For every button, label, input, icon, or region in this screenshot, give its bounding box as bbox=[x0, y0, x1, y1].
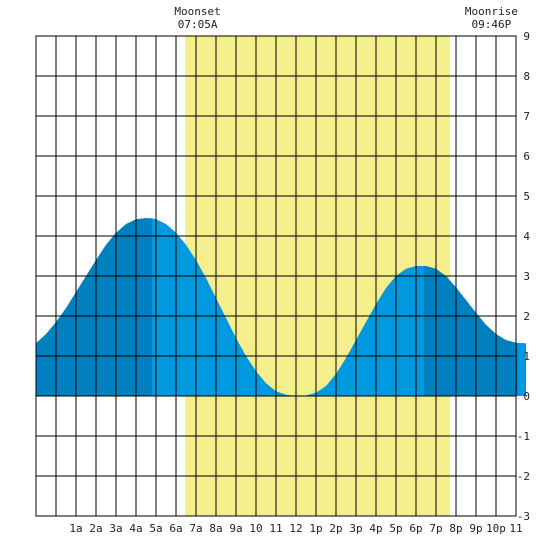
x-tick-label: 11 bbox=[269, 522, 282, 535]
x-tick-label: 3p bbox=[349, 522, 362, 535]
x-tick-label: 8p bbox=[449, 522, 462, 535]
moon-event-label: Moonrise bbox=[465, 5, 518, 18]
x-tick-label: 8a bbox=[209, 522, 222, 535]
x-tick-label: 3a bbox=[109, 522, 122, 535]
y-tick-label: -1 bbox=[517, 430, 530, 443]
x-tick-label: 1p bbox=[309, 522, 322, 535]
x-tick-label: 1a bbox=[69, 522, 82, 535]
x-tick-labels: 1a 2a 3a 4a 5a 6a 7a 8a 9a 10 11 12 1p 2p 3p 4p 5p 6p 7p 8p… bbox=[69, 522, 522, 535]
x-tick-label: 2a bbox=[89, 522, 102, 535]
x-tick-label: 5a bbox=[149, 522, 162, 535]
plot-frame bbox=[35, 35, 517, 517]
x-tick-label: 7p bbox=[429, 522, 442, 535]
y-tick-label: -2 bbox=[517, 470, 530, 483]
x-tick-label: 6p bbox=[409, 522, 422, 535]
y-tick-label: 2 bbox=[523, 310, 530, 323]
x-tick-label: 7a bbox=[189, 522, 202, 535]
y-tick-label: 5 bbox=[523, 190, 530, 203]
grid-layer bbox=[35, 35, 517, 517]
x-tick-label: 4p bbox=[369, 522, 382, 535]
y-tick-label: 6 bbox=[523, 150, 530, 163]
x-tick-label: 10p bbox=[486, 522, 506, 535]
x-tick-label: 10 bbox=[249, 522, 262, 535]
x-tick-label: 6a bbox=[169, 522, 182, 535]
moon-event-label: Moonset bbox=[174, 5, 220, 18]
x-tick-label: 11 bbox=[509, 522, 522, 535]
y-tick-label: 0 bbox=[523, 390, 530, 403]
y-tick-label: 4 bbox=[523, 230, 530, 243]
y-tick-label: 7 bbox=[523, 110, 530, 123]
y-tick-label: -3 bbox=[517, 510, 530, 523]
y-tick-label: 1 bbox=[523, 350, 530, 363]
moon-event-time: 07:05A bbox=[178, 18, 218, 31]
y-tick-label: 8 bbox=[523, 70, 530, 83]
x-tick-label: 4a bbox=[129, 522, 142, 535]
x-tick-label: 9a bbox=[229, 522, 242, 535]
x-tick-label: 12 bbox=[289, 522, 302, 535]
y-tick-labels: -3 -2 -1 0 1 2 3 4 5 6 7 8 9 bbox=[517, 30, 531, 523]
y-tick-label: 3 bbox=[523, 270, 530, 283]
x-tick-label: 9p bbox=[469, 522, 482, 535]
moon-event-time: 09:46P bbox=[472, 18, 512, 31]
x-tick-label: 2p bbox=[329, 522, 342, 535]
y-tick-label: 9 bbox=[523, 30, 530, 43]
x-tick-label: 5p bbox=[389, 522, 402, 535]
